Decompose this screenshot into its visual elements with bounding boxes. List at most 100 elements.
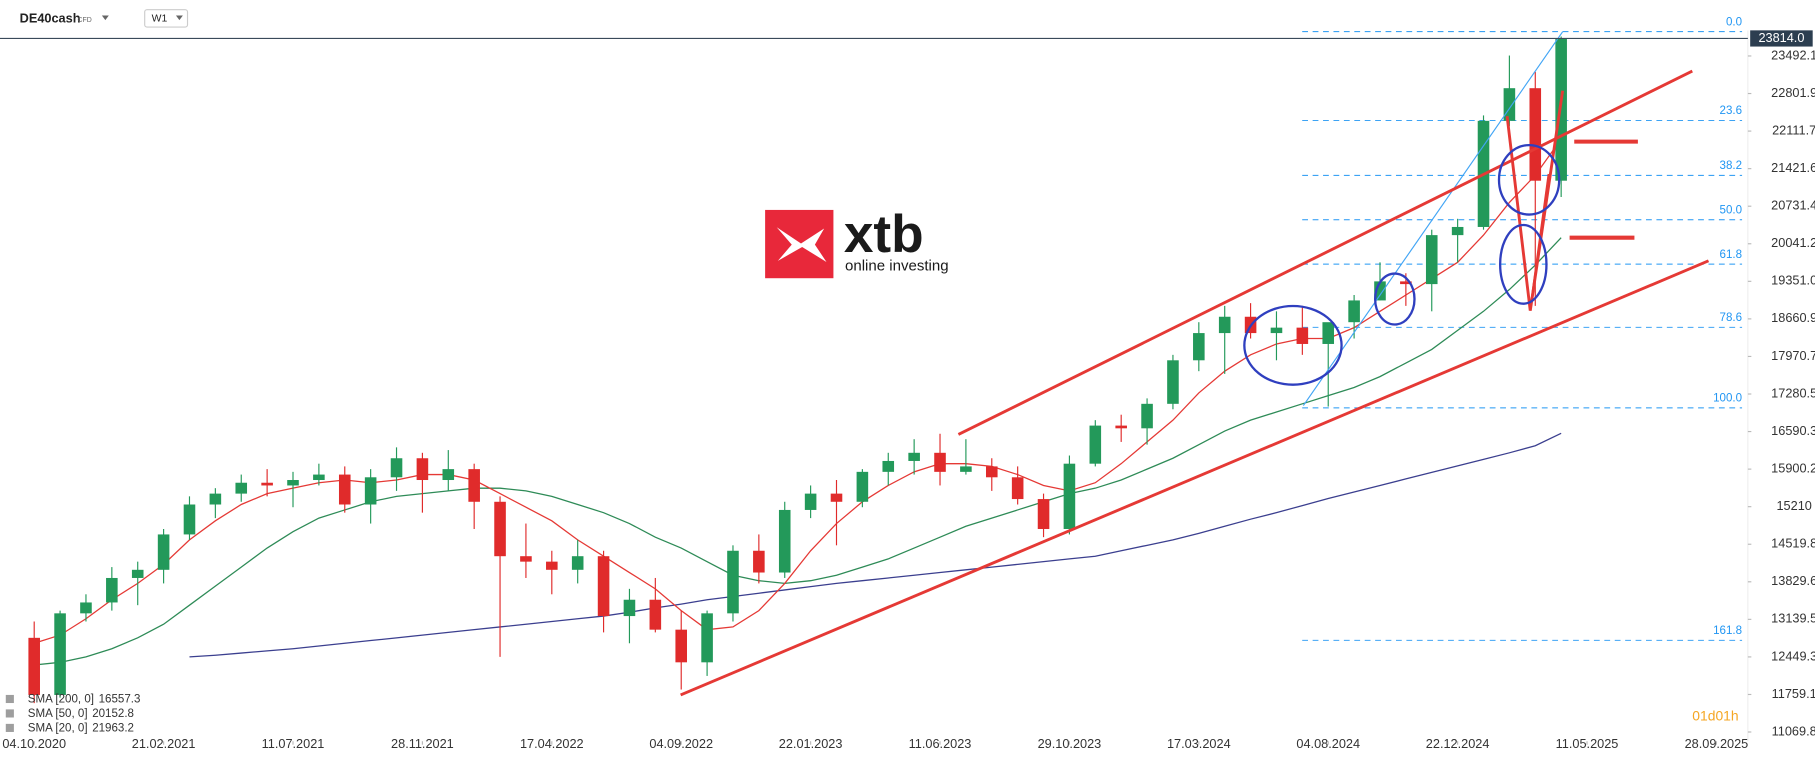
candle-body xyxy=(313,474,325,481)
candle-body xyxy=(338,474,351,505)
legend-name: SMA [50, 0] xyxy=(28,708,88,720)
candle-body xyxy=(727,550,739,614)
timeframe[interactable]: W1 xyxy=(152,14,168,25)
upper-channel-line xyxy=(957,69,1693,436)
candle-body xyxy=(908,452,920,461)
candle-body xyxy=(675,629,688,663)
y-tick-label: 17970.7 xyxy=(1771,348,1815,363)
x-tick-label: 28.09.2025 xyxy=(1685,736,1749,751)
logo-tagline: online investing xyxy=(845,258,949,275)
symbol-dropdown[interactable] xyxy=(101,15,109,21)
candle-body xyxy=(1115,425,1127,429)
candle-body xyxy=(546,561,558,570)
x-tick-label: 21.02.2021 xyxy=(132,736,196,751)
sma-line xyxy=(189,432,1562,658)
fib-label: 100.0 xyxy=(1713,393,1742,405)
candle-body xyxy=(1503,88,1516,121)
x-tick-label: 11.05.2025 xyxy=(1556,736,1619,751)
x-tick-label: 22.01.2023 xyxy=(779,736,843,751)
candle-body xyxy=(80,602,92,614)
legend-value: 16557.3 xyxy=(99,694,141,706)
legend-value: 20152.8 xyxy=(92,708,134,720)
sma-line xyxy=(34,237,1562,666)
y-tick-label: 12449.3 xyxy=(1771,648,1815,663)
candle-body xyxy=(1193,333,1205,361)
candle-body xyxy=(1270,327,1283,334)
fib-label: 50.0 xyxy=(1720,205,1743,217)
highlight-ellipse xyxy=(1497,143,1561,216)
countdown-hours: 01h xyxy=(1715,708,1738,724)
candle-body xyxy=(934,452,946,472)
logo: xtb online investing xyxy=(765,205,949,279)
candle-body xyxy=(235,482,248,494)
y-tick-label: 22801.9 xyxy=(1771,85,1815,100)
timeframe-dropdown[interactable] xyxy=(175,15,183,21)
y-tick-label: 13139.5 xyxy=(1771,611,1815,626)
candle-body xyxy=(106,577,118,603)
highlight-ellipse xyxy=(1498,223,1548,305)
fib-label: 161.8 xyxy=(1713,625,1742,637)
highlight-ellipse xyxy=(1373,272,1416,326)
candle-body xyxy=(753,550,765,573)
last-price-label: 23814.0 xyxy=(1758,30,1804,45)
candle-body xyxy=(442,469,455,481)
legend-icon xyxy=(5,709,14,718)
timeframe-box[interactable] xyxy=(144,9,189,28)
candle-body xyxy=(209,493,222,505)
candle-body xyxy=(157,534,170,570)
candle-body xyxy=(882,460,895,472)
legend-icon xyxy=(5,694,14,704)
y-tick-label: 16590.3 xyxy=(1771,423,1815,438)
v-line-inner xyxy=(1529,173,1550,311)
candle-body xyxy=(856,471,869,502)
candle-body xyxy=(1529,88,1542,181)
candle-body xyxy=(649,599,662,630)
logo-brand: xtb xyxy=(844,205,924,264)
x-tick-label: 04.08.2024 xyxy=(1296,736,1360,751)
lower-channel-line xyxy=(680,259,1710,697)
candle-body xyxy=(960,466,972,472)
candle-body xyxy=(1063,463,1076,529)
symbol[interactable]: DE40cash xyxy=(20,10,81,25)
fib-label: 61.8 xyxy=(1720,249,1743,261)
annotations xyxy=(680,31,1710,697)
candle-body xyxy=(131,569,144,578)
y-tick-label: 19351.0 xyxy=(1771,273,1815,288)
candle-body xyxy=(1141,403,1153,429)
x-tick-label: 17.03.2024 xyxy=(1167,736,1231,751)
candle-body xyxy=(1218,316,1231,334)
y-tick-label: 20731.4 xyxy=(1771,198,1815,213)
candle-body xyxy=(1374,281,1386,301)
y-tick-label: 23492.1 xyxy=(1771,47,1815,62)
legend-name: SMA [200, 0] xyxy=(28,694,94,706)
y-tick-label: 11069.8 xyxy=(1772,723,1815,738)
fib-anchor-line xyxy=(1302,31,1564,406)
candle-body xyxy=(416,458,429,481)
x-tick-label: 17.04.2022 xyxy=(520,736,584,751)
x-tick-label: 04.10.2020 xyxy=(2,736,66,751)
candle-body xyxy=(701,613,713,663)
candle-body xyxy=(597,556,610,617)
fib-label: 23.6 xyxy=(1720,105,1743,117)
y-tick-label: 15210 xyxy=(1776,498,1811,513)
candle-body xyxy=(1348,300,1360,323)
x-tick-label: 11.06.2023 xyxy=(909,736,972,751)
legend-name: SMA [20, 0] xyxy=(28,723,88,735)
y-tick-label: 11759.1 xyxy=(1772,686,1815,701)
y-tick-label: 22111.7 xyxy=(1772,122,1815,137)
instrument-type: CFD xyxy=(78,17,92,24)
candle-body xyxy=(985,466,998,478)
legend-icon xyxy=(5,723,14,732)
candle-body xyxy=(520,556,532,562)
y-tick-label: 17280.5 xyxy=(1771,385,1815,400)
countdown-days: 01d xyxy=(1692,708,1715,724)
fib-label: 0.0 xyxy=(1726,16,1742,28)
logo-x xyxy=(776,227,827,263)
x-tick-label: 29.10.2023 xyxy=(1038,736,1102,751)
x-tick-label: 28.11.2021 xyxy=(391,736,454,751)
x-tick-label: 04.09.2022 xyxy=(649,736,713,751)
y-tick-label: 20041.2 xyxy=(1771,235,1815,250)
fib-label: 78.6 xyxy=(1720,312,1743,324)
